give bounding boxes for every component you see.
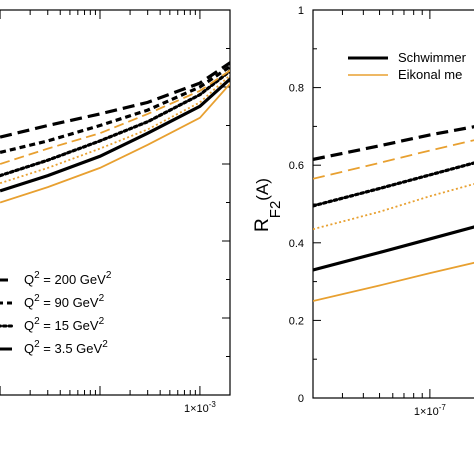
y-axis-label-sub: F2	[267, 201, 284, 219]
plot-frame	[0, 9, 231, 396]
legend-value: = 3.5 GeV	[40, 341, 103, 356]
y-axis-label-suffix: (A)	[253, 178, 272, 201]
legend-sup: 2	[106, 270, 112, 281]
legend-q: Q	[24, 272, 34, 287]
right-panel: 1×10-7 0 0.2 0.4 0.6 0.8 1 RF2(A) Schwimmer Eikon…	[252, 5, 474, 418]
y-tick-label: 0.8	[289, 83, 304, 95]
y-tick-label: 1	[298, 5, 304, 17]
series-line-orange-short-dash	[0, 69, 230, 165]
y-tick-label: 0.2	[289, 315, 304, 327]
legend-entry: Eikonal me	[398, 67, 462, 82]
series-line-orange-dotted	[0, 74, 230, 185]
x-tick-mantissa: 1×10	[184, 403, 209, 415]
legend-sup: 2	[34, 293, 40, 304]
legend-entry: Q2 = 3.5 GeV2	[24, 339, 108, 356]
legend-sup: 2	[99, 293, 105, 304]
legend-entry: Q2 = 200 GeV2	[24, 270, 112, 287]
y-tick-label: 0	[298, 393, 304, 405]
legend-q: Q	[24, 318, 34, 333]
y-tick-label: 0.4	[289, 238, 304, 250]
x-tick-exponent: -7	[439, 403, 447, 412]
legend-entry: Q2 = 90 GeV2	[24, 293, 105, 310]
legend-entry: Schwimmer	[398, 50, 467, 65]
y-axis-label-main: R	[252, 218, 273, 232]
x-tick-exponent: -3	[209, 400, 217, 409]
series-line-orange-solid	[313, 261, 474, 302]
y-axis-label: RF2(A)	[252, 178, 284, 232]
y-tick-label: 0.6	[289, 160, 304, 172]
legend-q: Q	[24, 341, 34, 356]
series-line-black-dotted	[313, 161, 474, 208]
x-tick-label: 1×10-3	[184, 400, 216, 415]
series-line-black-long-dash	[0, 60, 230, 139]
legend-sup: 2	[34, 339, 40, 350]
series-line-black-dotted	[0, 68, 230, 178]
x-tick-label: 1×10-7	[414, 403, 446, 418]
series-line-black-short-dash	[0, 64, 230, 154]
legend-value: = 15 GeV	[40, 318, 99, 333]
legend-q: Q	[24, 295, 34, 310]
series-line-orange-solid	[0, 82, 230, 204]
legend-value: = 90 GeV	[40, 295, 99, 310]
series-line-black-solid	[313, 225, 474, 272]
legend-entry: Q2 = 15 GeV2	[24, 316, 105, 333]
legend-sup: 2	[99, 316, 105, 327]
series-line-black-long-dash	[313, 125, 474, 161]
x-tick-mantissa: 1×10	[414, 406, 439, 418]
legend-value: = 200 GeV	[40, 272, 106, 287]
series-line-black-solid	[0, 76, 230, 193]
series-line-orange-long-dash	[313, 139, 474, 180]
legend-sup: 2	[102, 339, 108, 350]
legend-sup: 2	[34, 316, 40, 327]
series-line-orange-dotted	[313, 183, 474, 231]
legend-sup: 2	[34, 270, 40, 281]
